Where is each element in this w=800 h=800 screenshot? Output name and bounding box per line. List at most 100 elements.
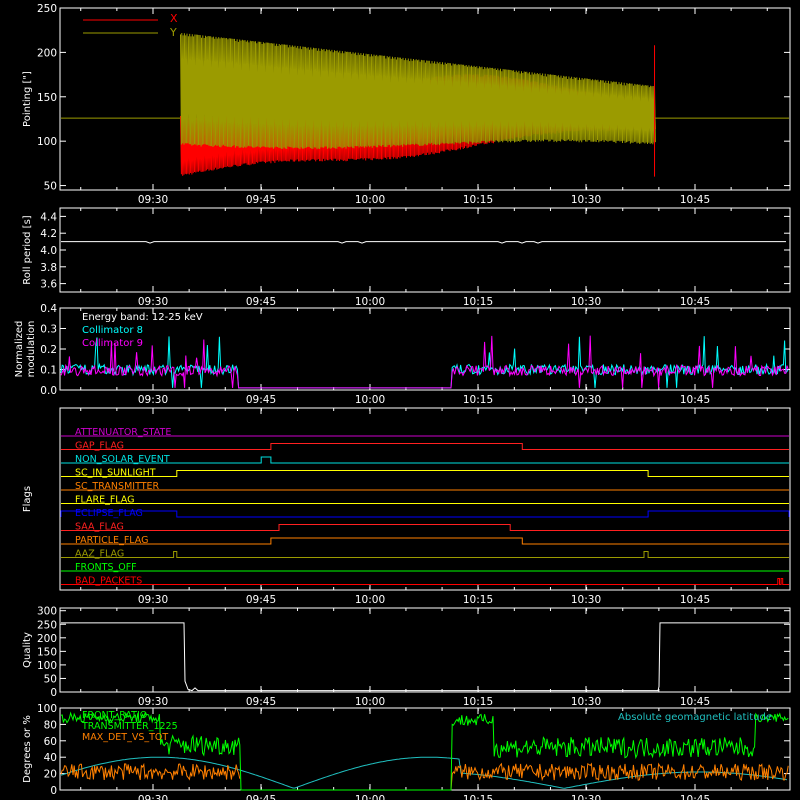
x-tick-label: 10:30 [571, 794, 601, 800]
panel-5: 09:30 09:45 10:00 10:15 10:30 10:450501001502… [22, 606, 791, 708]
flag-label-sc-in-sunlight: SC_IN_SUNLIGHT [75, 468, 156, 479]
y-axis-label: Quality [22, 632, 33, 668]
panel-6: 09:30 09:45 10:00 10:15 10:30 10:45 0 20 40 60 80 1… [22, 703, 791, 800]
series-geomagnetic-latitude [60, 756, 788, 789]
x-tick-label: 09:30 [138, 794, 168, 800]
y-axis-label: Roll period [s] [22, 215, 33, 284]
x-tick-label: 09:30 [138, 296, 168, 308]
panel-3: 09:30 09:45 10:00 10:15 10:30 10:45 0.0 0.1 0.2 0… [14, 303, 791, 406]
flag-line-saa-flag [61, 524, 789, 531]
x-tick-label: 10:45 [680, 594, 710, 606]
y-tick-label: 0.1 [40, 365, 57, 377]
y-tick-label: 60 [44, 736, 57, 748]
flag-label-flare-flag: FLARE_FLAG [75, 495, 135, 506]
legend-label-transmitter: TRANSMITTER_1225 [81, 721, 178, 732]
y-tick-label: 100 [37, 136, 57, 148]
y-tick-label: 40 [44, 752, 57, 764]
y-axis-label: Flags [22, 486, 33, 512]
x-tick-label: 10:15 [463, 794, 493, 800]
series-quality [61, 622, 789, 692]
x-tick-label: 10:45 [680, 296, 710, 308]
series-y-line [180, 32, 656, 150]
series-collimator-8 [60, 336, 789, 389]
x-tick-label: 10:30 [571, 194, 601, 206]
flag-label-particle-flag: PARTICLE_FLAG [75, 535, 148, 546]
legend-label-collimator-9: Collimator 9 [82, 338, 143, 349]
y-tick-label: 150 [37, 92, 57, 104]
x-tick-label: 10:00 [355, 594, 385, 606]
panel-4: 09:30 09:45 10:00 10:15 10:30 10:45 Flags ATTEN… [22, 407, 791, 606]
y-tick-label: 0.2 [40, 344, 57, 356]
flag-line-non-solar-event [61, 456, 789, 464]
y-tick-label: 100 [37, 660, 57, 672]
flag-label-aaz-flag: AAZ_FLAG [75, 549, 124, 560]
legend-label-max-det-vs-tot: MAX_DET_VS_TOT [82, 732, 168, 743]
x-tick-label: 10:45 [680, 394, 710, 406]
legend-label-collimator-8: Collimator 8 [82, 325, 143, 336]
y-tick-label: 200 [37, 633, 57, 645]
x-tick-label: 10:15 [463, 194, 493, 206]
x-tick-label: 10:00 [355, 394, 385, 406]
legend: FRONT_RATIOTRANSMITTER_1225MAX_DET_VS_TO… [81, 710, 772, 743]
y-tick-label: 300 [37, 606, 57, 618]
flag-label-gap-flag: GAP_FLAG [75, 441, 124, 452]
panel-1: 09:30 09:45 10:00 10:15 10:30 10:45 50 100 150 20… [22, 3, 791, 206]
flag-label-fronts-off: FRONTS_OFF [75, 562, 137, 573]
y-tick-label: 4.4 [40, 211, 57, 223]
x-tick-label: 10:15 [463, 594, 493, 606]
y-tick-label: 200 [37, 47, 57, 59]
legend-label-y: Y [169, 26, 177, 39]
x-tick-label: 09:30 [138, 194, 168, 206]
flag-label-saa-flag: SAA_FLAG [75, 522, 124, 533]
x-tick-label: 09:30 [138, 696, 168, 708]
y-axis-label: modulation [26, 321, 37, 378]
y-axis-label: Degrees or % [22, 715, 33, 783]
x-tick-label: 10:30 [571, 594, 601, 606]
y-tick-label: 100 [37, 703, 57, 715]
y-tick-label: 3.6 [40, 279, 57, 291]
flag-label-bad-packets: BAD_PACKETS [75, 576, 142, 587]
legend-label-geomagnetic-latitude: Absolute geomagnetic latitude [618, 712, 772, 723]
x-tick-label: 10:45 [680, 194, 710, 206]
x-tick-label: 10:15 [463, 296, 493, 308]
legend-label-front-ratio: FRONT_RATIO [82, 710, 147, 721]
x-tick-label: 10:00 [355, 194, 385, 206]
energy-band-annotation: Energy band: 12-25 keV [82, 312, 203, 323]
flag-line-gap-flag [61, 443, 789, 450]
y-tick-label: 250 [37, 619, 57, 631]
x-tick-label: 09:30 [138, 594, 168, 606]
x-tick-label: 10:00 [355, 296, 385, 308]
y-tick-label: 50 [44, 673, 57, 685]
flag-line-bad-packets [61, 578, 789, 585]
y-tick-label: 250 [37, 3, 57, 15]
x-tick-label: 10:30 [571, 296, 601, 308]
y-tick-label: 0.4 [40, 303, 57, 315]
legend-label-x: X [170, 12, 178, 25]
x-tick-label: 09:45 [246, 696, 276, 708]
y-axis-label: Pointing ["] [22, 71, 33, 127]
y-tick-label: 20 [44, 769, 57, 781]
y-tick-label: 3.8 [40, 262, 57, 274]
flag-label-non-solar-event: NON_SOLAR_EVENT [75, 454, 170, 465]
flag-label-eclipse-flag: ECLIPSE_FLAG [75, 508, 143, 519]
panel-frame [59, 407, 791, 591]
flag-line-particle-flag [61, 537, 789, 545]
flag-line-aaz-flag [61, 551, 789, 558]
series-front-ratio [60, 711, 789, 791]
y-tick-label: 4.0 [40, 245, 57, 257]
series-roll-period [61, 241, 786, 244]
panel-2: 09:30 09:45 10:00 10:15 10:30 10:45 3.6 3.8 4.0 4… [22, 207, 791, 308]
flag-label-attenuator-state: ATTENUATOR_STATE [75, 427, 171, 438]
panel-frame [59, 207, 791, 293]
y-tick-label: 4.2 [40, 228, 57, 240]
legend: Energy band: 12-25 keV Collimator 8 Collim… [82, 312, 203, 349]
panel-frame [59, 607, 791, 693]
x-tick-label: 10:00 [355, 794, 385, 800]
x-tick-label: 10:45 [680, 794, 710, 800]
x-tick-label: 10:30 [571, 696, 601, 708]
y-tick-label: 150 [37, 646, 57, 658]
x-tick-label: 09:45 [246, 594, 276, 606]
series-collimator-9 [60, 335, 789, 389]
flag-line-sc-in-sunlight [61, 470, 789, 477]
